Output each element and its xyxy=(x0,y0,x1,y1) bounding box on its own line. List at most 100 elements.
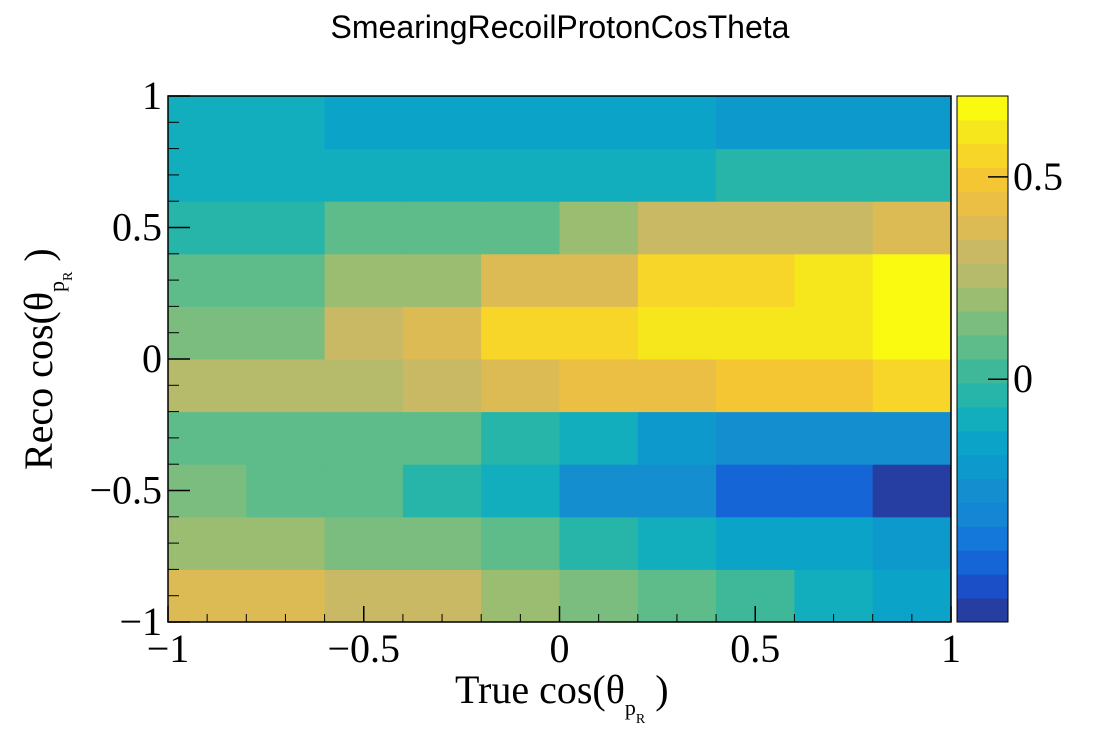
heatmap-cell xyxy=(402,201,482,255)
heatmap-cell xyxy=(324,359,404,413)
heatmap-cell xyxy=(481,253,560,307)
heatmap-cell xyxy=(716,148,795,202)
heatmap-cell xyxy=(481,464,560,518)
colorbar-swatch xyxy=(957,263,1008,288)
heatmap-cell xyxy=(324,148,404,202)
colorbar-swatch xyxy=(957,406,1008,432)
heatmap-cell xyxy=(246,411,326,465)
heatmap-cell xyxy=(794,201,874,255)
heatmap-cell xyxy=(481,516,560,570)
heatmap-cell xyxy=(324,516,404,570)
y-tick-label: 0 xyxy=(142,336,162,381)
heatmap-cell xyxy=(559,148,639,202)
heatmap-cell xyxy=(481,306,560,360)
heatmap-cell xyxy=(324,464,404,518)
colorbar-swatch xyxy=(957,311,1008,336)
heatmap-cell xyxy=(559,569,639,623)
heatmap-cell xyxy=(637,359,717,413)
heatmap-cell xyxy=(637,464,717,518)
heatmap-cell xyxy=(794,569,874,623)
heatmap-cell xyxy=(324,96,404,150)
heatmap-cell xyxy=(481,411,560,465)
heatmap-cell xyxy=(872,148,952,202)
heatmap-cell xyxy=(637,411,717,465)
heatmap-cell xyxy=(402,306,482,360)
x-tick-label: 1 xyxy=(941,626,961,671)
heatmap-cells xyxy=(168,96,952,623)
heatmap-cell xyxy=(402,148,482,202)
heatmap-cell xyxy=(402,411,482,465)
heatmap-cell xyxy=(246,306,326,360)
heatmap-cell xyxy=(246,96,326,150)
heatmap-cell xyxy=(559,464,639,518)
heatmap-cell xyxy=(559,359,639,413)
colorbar-swatch xyxy=(957,526,1008,551)
heatmap-cell xyxy=(794,359,874,413)
heatmap-cell xyxy=(559,253,639,307)
heatmap-cell xyxy=(168,253,247,307)
heatmap-cell xyxy=(402,464,482,518)
heatmap-cell xyxy=(168,411,247,465)
heatmap-cell xyxy=(637,569,717,623)
colorbar-swatch xyxy=(957,215,1008,240)
heatmap-cell xyxy=(168,96,247,150)
heatmap-cell xyxy=(794,464,874,518)
colorbar-swatch xyxy=(957,478,1008,503)
heatmap-cell xyxy=(637,148,717,202)
heatmap-cell xyxy=(637,201,717,255)
heatmap-cell xyxy=(168,359,247,413)
y-axis-label: Reco cos(θpR) xyxy=(16,248,76,470)
heatmap-cell xyxy=(168,148,247,202)
colorbar-swatch xyxy=(957,143,1008,169)
heatmap-cell xyxy=(716,464,795,518)
heatmap-cell xyxy=(794,148,874,202)
colorbar-swatch xyxy=(957,598,1008,623)
heatmap-cell xyxy=(716,359,795,413)
colorbar-swatch xyxy=(957,550,1008,575)
colorbar-tick-label: 0 xyxy=(1013,356,1033,401)
y-tick-label: 0.5 xyxy=(112,205,162,250)
colorbar-tick-label: 0.5 xyxy=(1013,154,1063,199)
heatmap-cell xyxy=(637,253,717,307)
heatmap-cell xyxy=(637,96,717,150)
heatmap-cell xyxy=(481,359,560,413)
heatmap-cell xyxy=(168,516,247,570)
heatmap-cell xyxy=(872,359,952,413)
heatmap-cell xyxy=(716,253,795,307)
heatmap-cell xyxy=(481,96,560,150)
colorbar-swatch xyxy=(957,574,1008,599)
x-axis-label: True cos(θpR) xyxy=(455,667,669,727)
y-axis: −1 −0.5 0 0.5 1 xyxy=(89,73,190,644)
colorbar-swatch xyxy=(957,335,1008,360)
x-tick-label: 0.5 xyxy=(730,626,780,671)
heatmap-cell xyxy=(246,359,326,413)
heatmap-cell xyxy=(402,96,482,150)
heatmap-cell xyxy=(872,464,952,518)
heatmap-cell xyxy=(872,201,952,255)
heatmap-cell xyxy=(168,306,247,360)
heatmap-cell xyxy=(246,148,326,202)
colorbar-swatch xyxy=(957,191,1008,217)
heatmap-cell xyxy=(716,96,795,150)
x-tick-label: −0.5 xyxy=(327,626,400,671)
heatmap-cell xyxy=(559,411,639,465)
heatmap-cell xyxy=(481,201,560,255)
heatmap-cell xyxy=(246,569,326,623)
heatmap-cell xyxy=(481,569,560,623)
heatmap-cell xyxy=(794,411,874,465)
heatmap-cell xyxy=(794,253,874,307)
heatmap-cell xyxy=(716,201,795,255)
heatmap-cell xyxy=(559,96,639,150)
heatmap-cell xyxy=(716,516,795,570)
heatmap-cell xyxy=(872,306,952,360)
heatmap-cell xyxy=(559,306,639,360)
heatmap-cell xyxy=(324,253,404,307)
heatmap-cell xyxy=(794,96,874,150)
heatmap-cell xyxy=(481,148,560,202)
heatmap-cell xyxy=(168,569,247,623)
heatmap-cell xyxy=(872,516,952,570)
colorbar: 00.5 xyxy=(956,95,1063,623)
heatmap-cell xyxy=(246,253,326,307)
heatmap-cell xyxy=(559,516,639,570)
